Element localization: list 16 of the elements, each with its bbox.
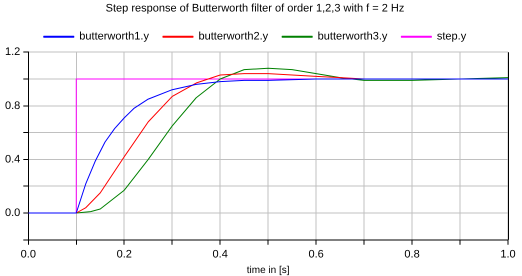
x-tick-label: 0.8	[404, 248, 420, 260]
y-tick-label: 1.2	[4, 46, 20, 58]
legend-label: butterworth1.y	[79, 30, 150, 43]
x-tick-label: 0.0	[20, 248, 36, 260]
chart-title: Step response of Butterworth filter of order 1,2,3 with f = 2 Hz	[106, 2, 404, 15]
y-tick-label: 0.0	[4, 207, 20, 220]
x-tick-label: 0.4	[212, 248, 228, 260]
legend-label: butterworth3.y	[318, 30, 388, 43]
x-tick-label: 0.6	[308, 248, 324, 260]
legend-label: butterworth2.y	[198, 30, 269, 43]
x-tick-label: 1.0	[500, 248, 516, 260]
x-axis-title: time in [s]	[246, 264, 290, 276]
y-tick-label: 0.8	[4, 100, 20, 112]
legend-label: step.y	[436, 30, 467, 43]
y-tick-label: 0.4	[4, 153, 20, 166]
x-tick-label: 0.2	[116, 248, 132, 260]
